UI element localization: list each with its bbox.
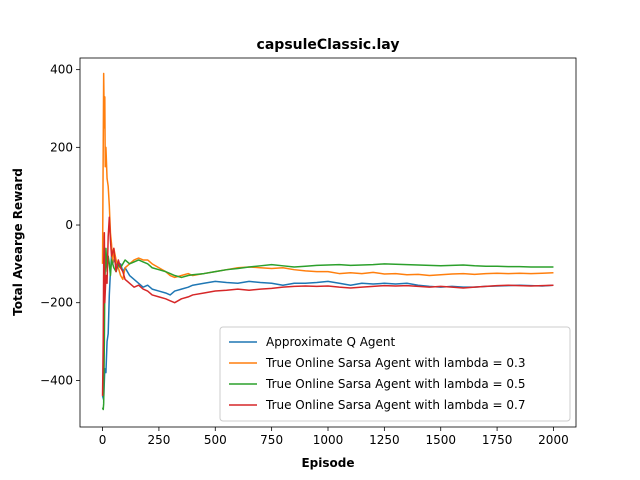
y-tick-label: −200 bbox=[40, 296, 73, 310]
y-tick-label: 0 bbox=[65, 218, 73, 232]
x-tick-label: 500 bbox=[204, 433, 227, 447]
x-tick-label: 1250 bbox=[369, 433, 400, 447]
x-axis: 0 250 500 750 1000 1250 1500 1750 2000 bbox=[99, 427, 569, 447]
y-axis-title: Total Avearge Reward bbox=[11, 168, 25, 316]
chart-title: capsuleClassic.lay bbox=[257, 37, 400, 53]
legend-box bbox=[219, 326, 571, 422]
x-tick-label: 1750 bbox=[482, 433, 513, 447]
legend-label: True Online Sarsa Agent with lambda = 0.… bbox=[265, 356, 526, 370]
legend-label: True Online Sarsa Agent with lambda = 0.… bbox=[265, 377, 526, 391]
y-axis: −400 −200 0 200 400 bbox=[40, 63, 80, 387]
x-axis-title: Episode bbox=[301, 456, 354, 470]
x-tick-label: 750 bbox=[260, 433, 283, 447]
x-tick-label: 1500 bbox=[425, 433, 456, 447]
y-tick-label: 200 bbox=[50, 140, 73, 154]
y-tick-label: 400 bbox=[50, 63, 73, 77]
legend-label: True Online Sarsa Agent with lambda = 0.… bbox=[265, 398, 526, 412]
series-line-1 bbox=[101, 255, 554, 401]
x-tick-label: 0 bbox=[99, 433, 107, 447]
legend-label: Approximate Q Agent bbox=[266, 335, 396, 349]
series-line-4 bbox=[101, 216, 554, 396]
legend: Approximate Q Agent True Online Sarsa Age… bbox=[219, 326, 571, 422]
x-tick-label: 1000 bbox=[313, 433, 344, 447]
x-tick-label: 2000 bbox=[538, 433, 569, 447]
series-group bbox=[101, 72, 554, 411]
series-line-2 bbox=[101, 72, 554, 281]
x-tick-label: 250 bbox=[147, 433, 170, 447]
series-line-3 bbox=[101, 247, 554, 411]
y-tick-label: −400 bbox=[40, 373, 73, 387]
